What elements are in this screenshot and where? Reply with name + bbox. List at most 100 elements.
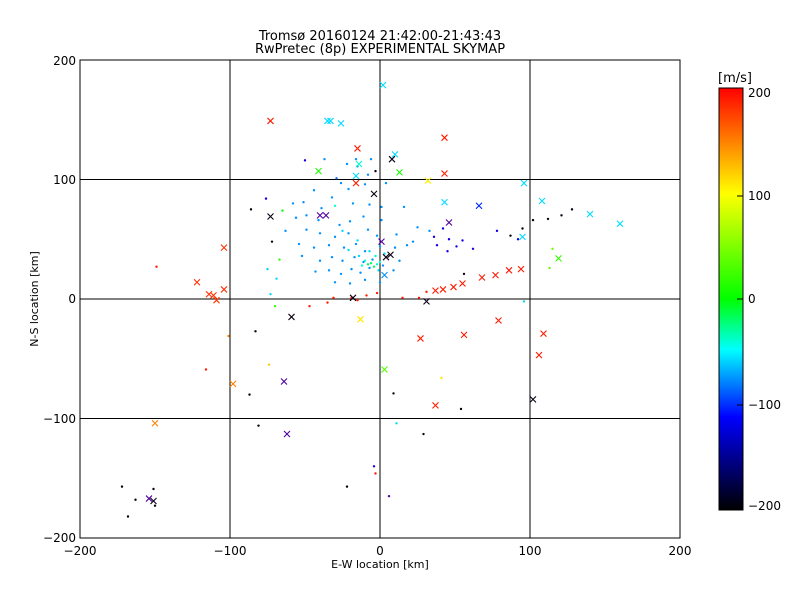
data-point-cross (555, 254, 562, 262)
data-point-dot (257, 424, 260, 427)
data-point-dot (333, 281, 337, 284)
data-point-dot (354, 242, 358, 246)
data-point-dot (339, 272, 343, 276)
data-point-dot (354, 157, 358, 161)
data-point-dot (270, 240, 274, 243)
data-point-dot (281, 209, 284, 212)
data-point-dot (312, 246, 316, 249)
data-point-cross (381, 271, 388, 279)
data-point-cross (150, 497, 157, 505)
data-point-cross (459, 280, 466, 287)
data-point-cross (441, 134, 448, 142)
x-tick-label: 0 (376, 544, 384, 558)
data-point-dot (348, 220, 352, 223)
data-point-cross (441, 170, 448, 177)
data-point-dot (305, 214, 308, 217)
data-point-dot (459, 407, 463, 411)
data-point-cross (520, 179, 528, 187)
data-point-dot (417, 296, 421, 300)
data-point-cross (324, 117, 331, 125)
data-point-cross (210, 292, 217, 299)
data-point-cross (460, 331, 468, 339)
data-point-dot (227, 334, 230, 338)
data-point-cross (441, 198, 448, 206)
colorbar-tick-label: −200 (748, 499, 781, 513)
data-point-dot (435, 244, 439, 247)
data-point-dot (422, 432, 425, 436)
data-point-cross (586, 210, 594, 218)
data-point-dot (428, 229, 431, 233)
data-point-cross (357, 315, 364, 323)
data-point-dot (509, 234, 512, 237)
data-point-dot (363, 183, 367, 186)
y-tick-label: −100 (43, 412, 76, 426)
data-point-dot (266, 267, 269, 271)
data-point-cross (445, 219, 453, 226)
data-point-dot (318, 232, 322, 235)
y-tick-label: 200 (53, 54, 76, 68)
data-point-cross (220, 286, 228, 293)
data-point-cross (352, 179, 360, 187)
data-point-dot (372, 265, 376, 268)
data-point-dot (294, 216, 298, 219)
y-tick-label: −200 (43, 531, 76, 545)
data-point-dot (368, 250, 371, 253)
data-point-dot (392, 392, 395, 395)
data-point-cross (388, 155, 396, 163)
data-point-cross (616, 220, 624, 228)
data-point-dot (327, 269, 331, 272)
data-point-dot (204, 368, 208, 371)
data-point-dot (351, 202, 355, 205)
data-point-dot (383, 252, 386, 255)
data-point-dot (363, 278, 367, 282)
data-point-cross (424, 177, 432, 185)
data-point-cross (229, 380, 237, 388)
data-point-dot (551, 247, 554, 251)
data-point-cross (205, 290, 213, 298)
data-point-dot (302, 201, 305, 204)
data-point-cross (316, 211, 324, 219)
y-axis-label: N-S location [km] (28, 251, 41, 347)
data-point-dot (254, 330, 257, 333)
data-point-dot (333, 235, 337, 239)
data-point-dot (378, 281, 382, 284)
data-point-cross (193, 278, 201, 286)
data-point-dot (359, 271, 362, 274)
data-point-dot (326, 301, 329, 304)
data-point-cross (354, 145, 361, 152)
data-point-cross (379, 81, 387, 89)
data-point-dot (411, 240, 415, 243)
data-point-dot (360, 264, 364, 267)
data-point-cross (540, 330, 547, 338)
data-point-cross (370, 190, 378, 198)
data-point-cross (267, 213, 274, 220)
data-point-cross (535, 351, 543, 359)
data-point-dot (318, 259, 322, 262)
data-point-cross (151, 419, 159, 427)
data-point-dot (356, 298, 359, 302)
data-point-dot (273, 304, 277, 308)
data-point-dot (560, 214, 563, 217)
data-point-dot (381, 264, 385, 267)
data-point-dot (152, 487, 155, 491)
data-point-cross (315, 167, 322, 175)
data-point-cross (381, 366, 388, 373)
data-point-dot (375, 234, 379, 237)
data-point-dot (363, 250, 367, 253)
colorbar-unit-label: [m/s] (718, 71, 752, 86)
data-point-dot (446, 250, 449, 253)
data-point-cross (450, 283, 457, 291)
data-point-dot (278, 258, 281, 261)
data-point-dot (342, 246, 346, 249)
x-axis-label: E-W location [km] (331, 558, 429, 571)
data-point-dot (447, 238, 451, 241)
data-point-dot (267, 363, 271, 366)
data-point-cross (423, 298, 430, 305)
data-point-dot (366, 263, 370, 266)
data-point-cross (475, 202, 483, 210)
data-point-dot (363, 259, 367, 262)
data-point-cross (529, 395, 537, 403)
data-point-cross (145, 495, 153, 502)
data-point-dot (347, 187, 350, 191)
